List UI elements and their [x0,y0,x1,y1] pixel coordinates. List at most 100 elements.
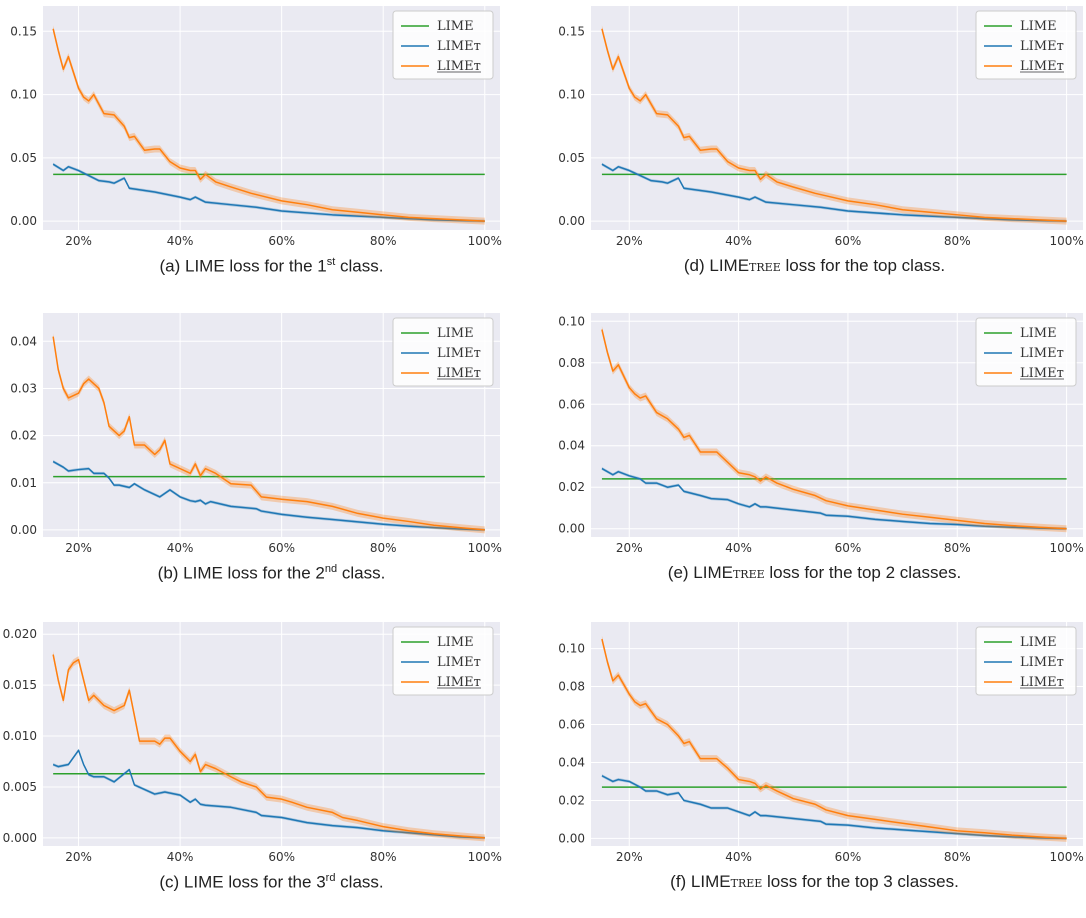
y-tick-label: 0.08 [558,680,585,694]
series-line-limet-underlined [52,654,485,839]
legend-label-limet: LIMEт [1020,39,1064,54]
y-tick-label: 0.02 [10,429,37,443]
x-tick-label: 20% [616,850,643,864]
y-tick-label: 0.06 [558,397,585,411]
caption-text: loss for the top class. [780,256,946,275]
caption-c: (c) LIME loss for the 3rd class. [0,872,543,893]
y-tick-label: 0.010 [3,729,37,743]
caption-text: class. [335,872,384,892]
x-tick-label: 40% [725,850,752,864]
series-line-limet-underlined [52,28,485,222]
legend-label-lime: LIME [1020,326,1057,341]
x-tick-label: 100% [468,234,502,248]
legend-label-lime: LIME [437,326,474,341]
series-line-limet [52,749,485,839]
y-tick-label: 0.05 [10,151,37,165]
x-tick-label: 60% [835,541,862,555]
chart-e: 0.00 0.02 0.04 0.06 0.08 0.10 20% 40% 60% 80% 100%… [558,313,1084,555]
x-tick-label: 80% [944,850,971,864]
x-tick-label: 40% [725,234,752,248]
x-tick-label: 100% [1049,541,1083,555]
panel-e: 0.00 0.02 0.04 0.06 0.08 0.10 20% 40% 60% 80% 100%… [543,307,1086,609]
caption-b: (b) LIME loss for the 2nd class. [0,563,543,584]
y-tick-label: 0.05 [558,151,585,165]
caption-d: (d) LIMEtree loss for the top class. [543,256,1086,276]
legend: LIME LIMEт LIMEт [975,626,1077,696]
chart-b: 0.00 0.01 0.02 0.03 0.04 20% 40% 60% 80% 100% LIME… [10,313,502,555]
legend-label-limet: LIMEт [437,655,481,670]
y-tick-label: 0.02 [558,793,585,807]
panel-b: 0.00 0.01 0.02 0.03 0.04 20% 40% 60% 80% 100% LIME… [0,307,543,609]
y-tick-label: 0.00 [558,214,585,228]
y-tick-label: 0.10 [558,314,585,328]
x-tick-label: 20% [65,541,92,555]
y-tick-label: 0.02 [558,480,585,494]
caption-f: (f) LIMEtree loss for the top 3 classes. [543,872,1086,892]
legend-box [975,626,1077,696]
x-tick-label: 100% [468,850,502,864]
legend-label-lime: LIME [437,19,474,34]
y-tick-label: 0.00 [558,522,585,536]
x-tick-label: 40% [725,541,752,555]
x-tick-label: 40% [167,541,194,555]
caption-a: (a) LIME loss for the 1st class. [0,256,543,277]
y-tick-label: 0.020 [3,627,37,641]
caption-text: (b) LIME loss for the 2 [157,563,325,583]
y-tick-label: 0.03 [10,381,37,395]
x-tick-label: 40% [167,850,194,864]
x-tick-label: 80% [944,234,971,248]
y-tick-label: 0.00 [10,214,37,228]
legend-label-lime: LIME [437,635,474,650]
legend-box [392,10,494,80]
legend-box [392,626,494,696]
caption-text: (c) LIME loss for the 3 [159,872,326,892]
x-tick-label: 60% [268,850,295,864]
legend: LIME LIMEт LIMEт [975,317,1077,387]
legend-label-limet-underlined: LIMEт [1020,366,1064,381]
series-line-limet-underlined [52,336,485,531]
panel-d: 0.00 0.05 0.10 0.15 20% 40% 60% 80% 100% LIME LIME… [543,0,1086,302]
legend: LIME LIMEт LIMEт [392,626,494,696]
y-tick-label: 0.000 [3,831,37,845]
x-tick-label: 40% [167,234,194,248]
legend-label-limet-underlined: LIMEт [437,366,481,381]
x-tick-label: 60% [835,234,862,248]
legend-label-lime: LIME [1020,635,1057,650]
legend-label-limet: LIMEт [437,39,481,54]
y-tick-label: 0.015 [3,678,37,692]
x-tick-label: 60% [268,541,295,555]
x-tick-label: 100% [1049,850,1083,864]
legend-label-limet-underlined: LIMEт [437,675,481,690]
x-tick-label: 60% [835,850,862,864]
caption-text: (d) LIME [683,256,750,275]
legend-box [975,10,1077,80]
legend-label-limet-underlined: LIMEт [1020,675,1064,690]
caption-text: class. [335,256,384,276]
y-tick-label: 0.10 [558,88,585,102]
x-tick-label: 100% [1049,234,1083,248]
panel-c: 0.000 0.005 0.010 0.015 0.020 20% 40% 60% 80% 100… [0,616,543,918]
legend-box [975,317,1077,387]
x-tick-label: 80% [370,234,397,248]
caption-superscript: rd [325,872,336,884]
caption-text: loss for the top 3 classes. [762,872,959,891]
legend-label-limet-underlined: LIMEт [1020,59,1064,74]
legend-label-limet: LIMEт [437,346,481,361]
y-tick-label: 0.15 [10,24,37,38]
x-tick-label: 20% [65,234,92,248]
x-tick-label: 20% [616,541,643,555]
panel-f: 0.00 0.02 0.04 0.06 0.08 0.10 20% 40% 60% 80% 100%… [543,616,1086,918]
legend-box [392,317,494,387]
y-tick-label: 0.08 [558,356,585,370]
series-line-limet [52,163,485,222]
caption-text: (a) LIME loss for the 1 [159,256,327,276]
y-tick-label: 0.04 [10,334,37,348]
x-tick-label: 80% [944,541,971,555]
legend-label-limet-underlined: LIMEт [437,59,481,74]
chart-f: 0.00 0.02 0.04 0.06 0.08 0.10 20% 40% 60% 80% 100%… [558,622,1084,864]
series-line-limet [601,775,1067,840]
caption-superscript: st [326,256,336,268]
x-tick-label: 80% [370,541,397,555]
y-tick-label: 0.10 [10,88,37,102]
